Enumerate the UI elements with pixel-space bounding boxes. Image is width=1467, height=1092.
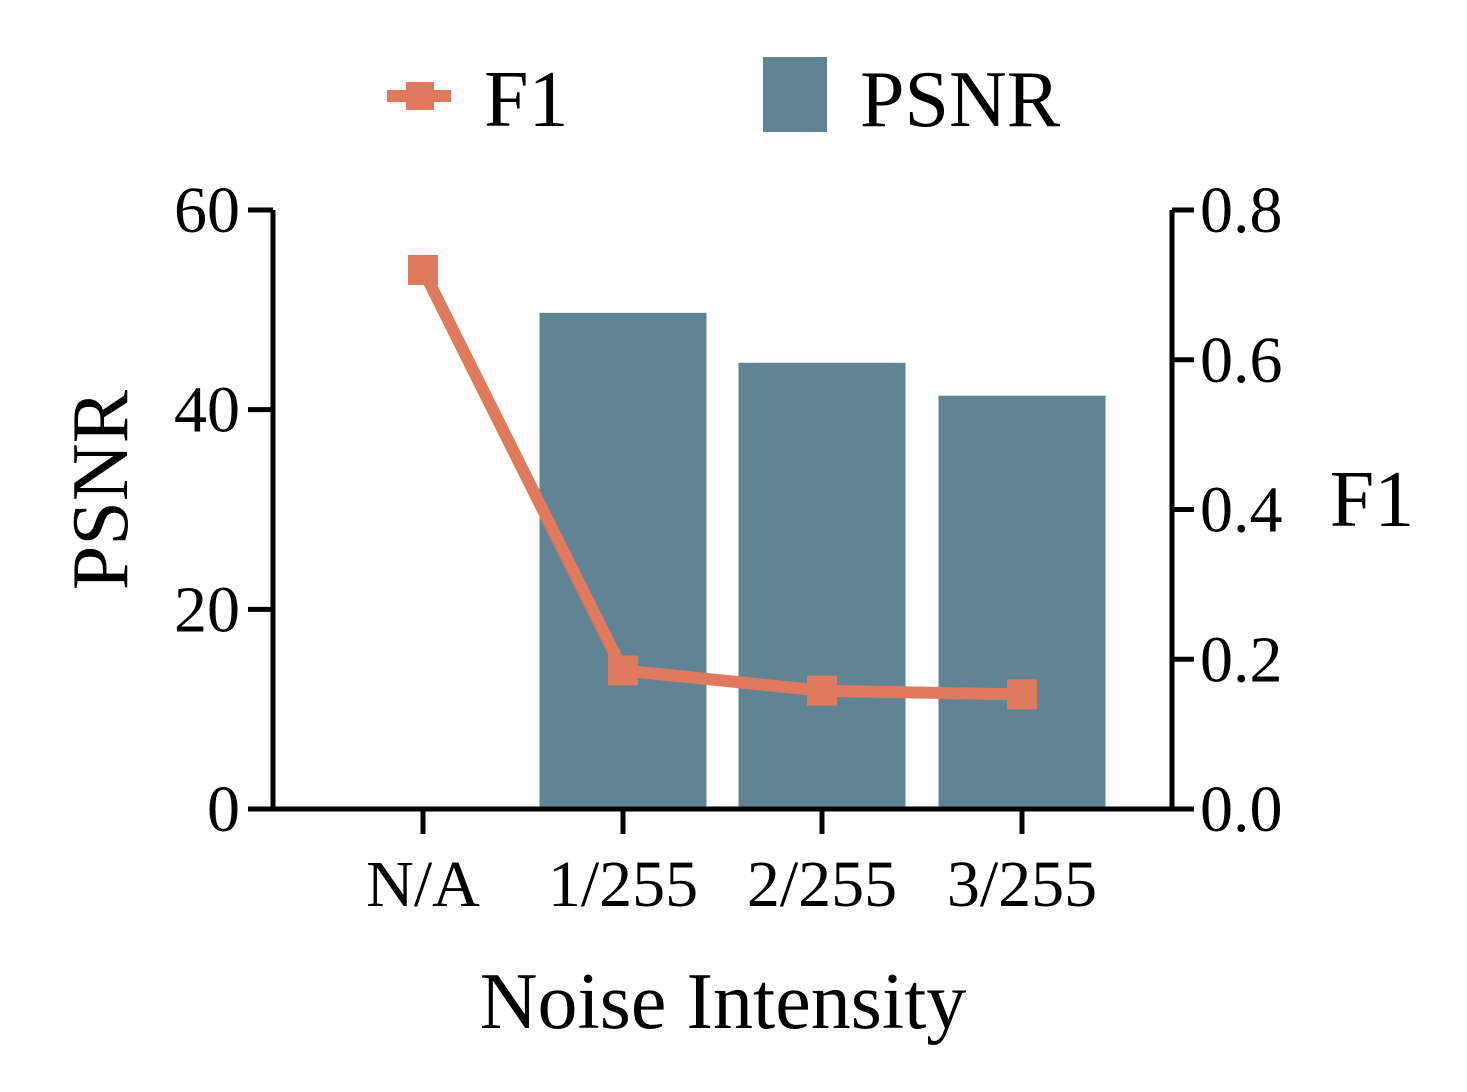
x-tick-label-N/A: N/A: [366, 848, 480, 921]
f1-series: [408, 254, 1037, 710]
f1-marker-1/255: [608, 655, 638, 686]
right-axis-ticks: 0.0 0.2 0.4 0.6 0.8: [1172, 174, 1283, 846]
psnr-bars: [539, 312, 1106, 809]
left-tick-label-40: 40: [174, 374, 240, 447]
left-axis-ticks: 0 20 40 60: [174, 174, 273, 846]
right-tick-label-0.6: 0.6: [1200, 324, 1283, 397]
legend: F1 PSNR: [387, 56, 1061, 144]
x-tick-label-3/255: 3/255: [947, 848, 1097, 921]
f1-marker-2/255: [807, 675, 837, 706]
left-tick-label-20: 20: [174, 573, 240, 646]
right-tick-label-0.2: 0.2: [1200, 623, 1283, 696]
legend-psnr-label: PSNR: [860, 56, 1061, 144]
x-tick-label-1/255: 1/255: [548, 848, 698, 921]
f1-marker-3/255: [1007, 679, 1037, 710]
left-axis-title: PSNR: [57, 389, 145, 590]
right-tick-label-0.4: 0.4: [1200, 474, 1283, 547]
x-tick-label-2/255: 2/255: [747, 848, 897, 921]
right-tick-label-0.0: 0.0: [1200, 773, 1283, 846]
legend-psnr-swatch: [763, 57, 827, 132]
psnr-bar-3/255: [938, 395, 1106, 809]
f1-line: [417, 267, 1023, 701]
legend-f1-marker: [406, 82, 434, 110]
right-axis-title: F1: [1330, 456, 1415, 544]
left-tick-label-60: 60: [174, 174, 240, 247]
left-tick-label-0: 0: [207, 773, 240, 846]
right-tick-label-0.8: 0.8: [1200, 174, 1283, 247]
psnr-bar-2/255: [738, 362, 906, 809]
x-axis-ticks: N/A 1/255 2/255 3/255: [366, 809, 1097, 921]
x-axis-title: Noise Intensity: [480, 958, 967, 1046]
legend-f1-label: F1: [484, 56, 569, 144]
f1-marker-N/A: [408, 254, 438, 285]
